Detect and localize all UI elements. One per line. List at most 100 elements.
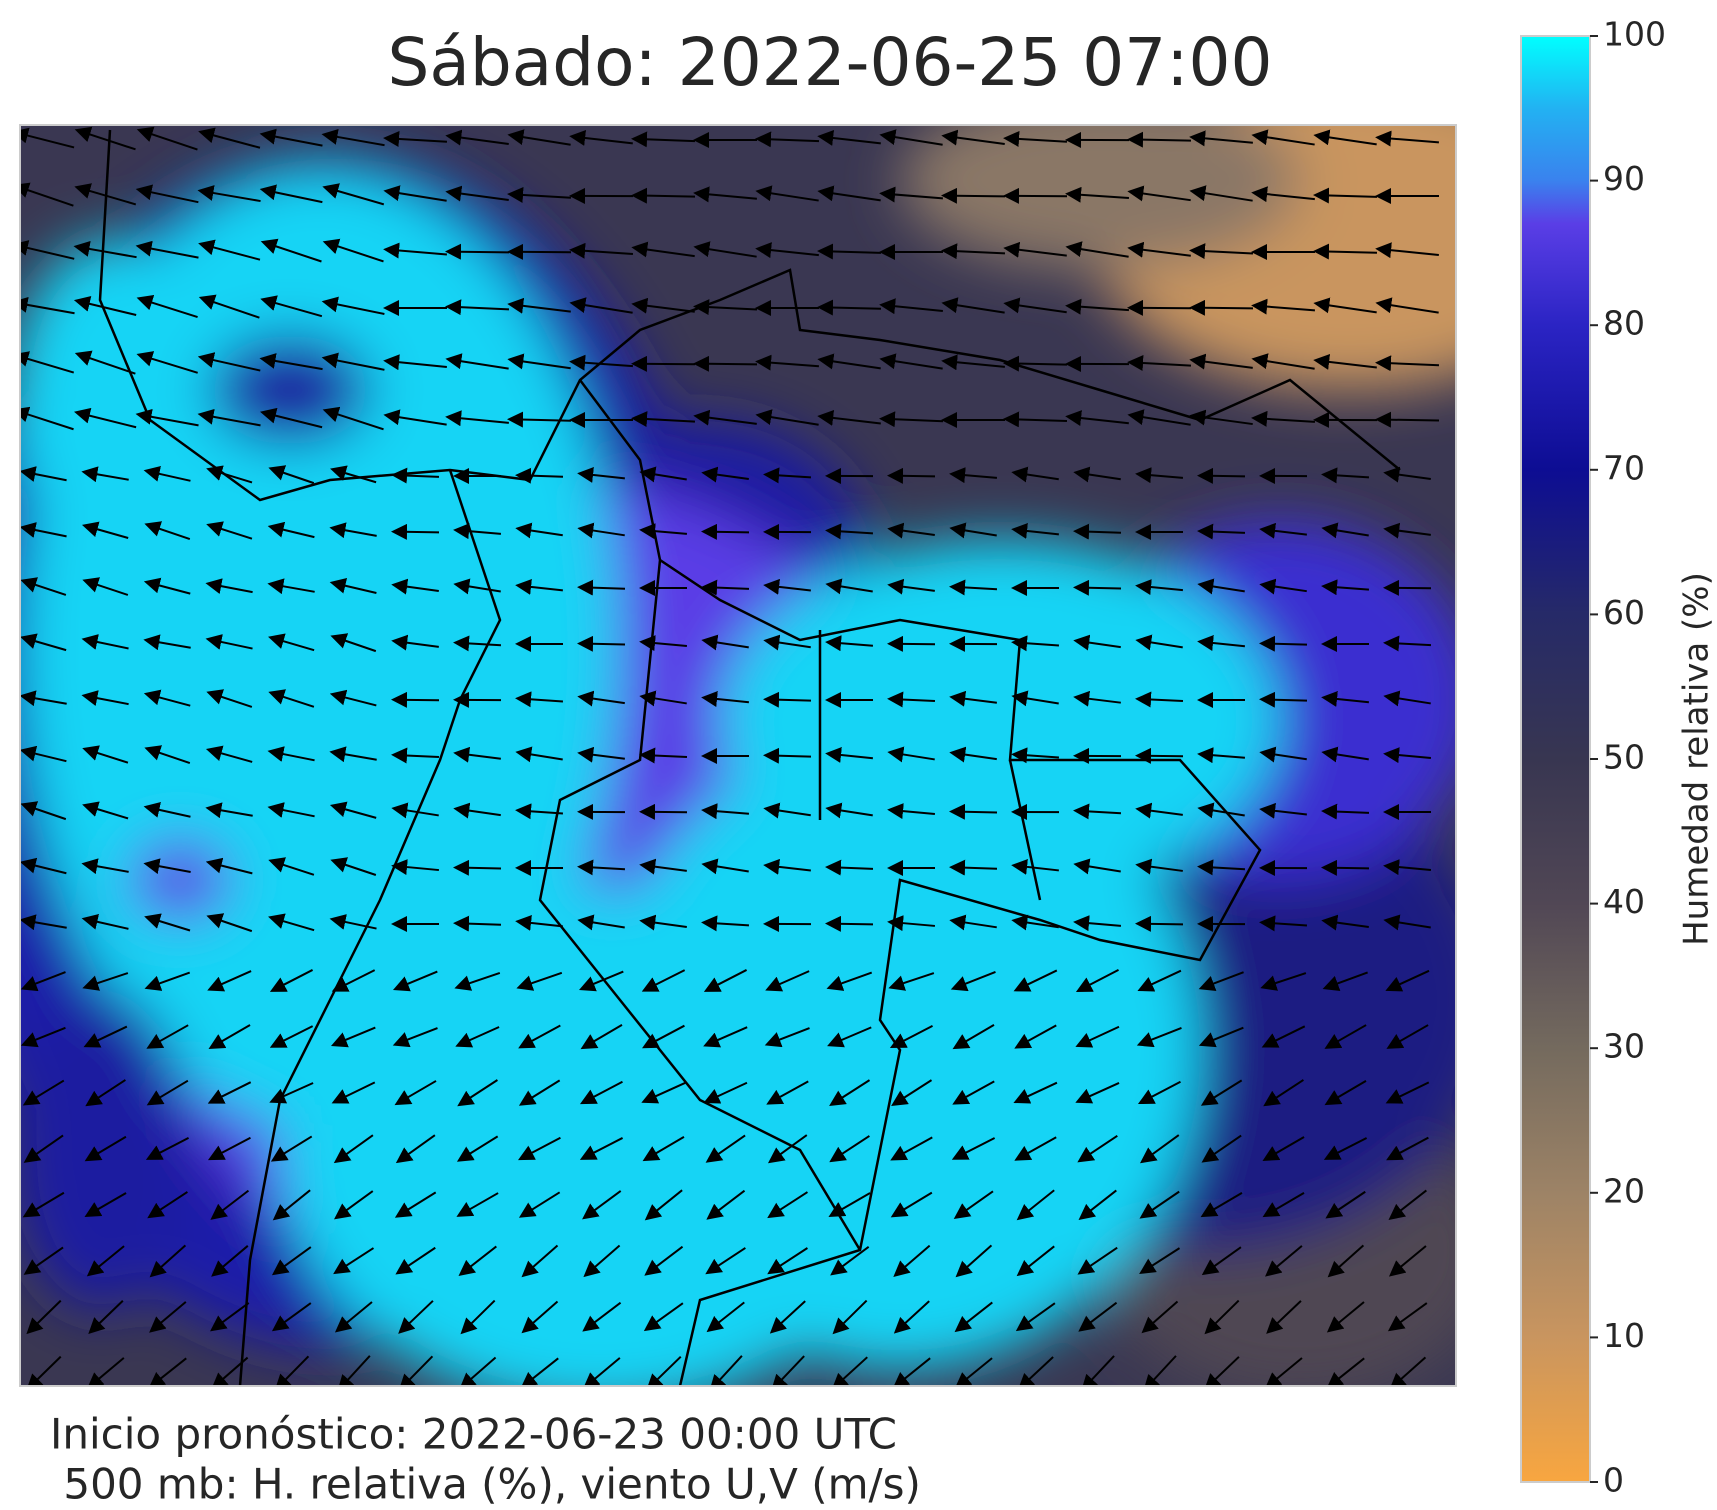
wind-vector [144,521,191,541]
wind-vector [459,1356,497,1386]
map [20,125,1456,1386]
wind-vector [1200,1191,1243,1218]
wind-vector [1204,1356,1240,1386]
wind-vector [144,913,191,932]
wind-vector [84,1192,127,1218]
wind-vector [764,1027,810,1048]
colorbar-tick-label: 60 [1603,593,1645,632]
wind-vector [1197,747,1246,764]
wind-vector [515,803,564,820]
wind-vector [1265,1245,1303,1277]
wind-vector [81,521,129,539]
wind-vector [631,297,695,314]
wind-vector [329,914,377,930]
wind-vector [330,633,377,653]
wind-vector [952,1080,995,1105]
wind-vector [703,1026,748,1048]
wind-vector [955,1244,993,1278]
wind-vector [825,578,873,595]
wind-vector [817,185,881,202]
wind-vector [143,858,191,875]
wind-vector [1135,691,1184,708]
wind-vector [267,746,315,762]
wind-vector [1389,1356,1427,1386]
wind-vector [1201,1134,1242,1163]
wind-vector [952,1024,995,1050]
wind-vector [1321,803,1370,820]
wind-vector [1013,969,1058,992]
wind-vector [322,183,385,206]
wind-vector [641,969,686,992]
wind-vector [639,747,688,764]
wind-vector [135,408,199,427]
wind-vector [1011,858,1059,875]
wind-vector [329,801,377,819]
wind-vector [755,354,819,371]
wind-vector [445,410,509,427]
wind-vector [20,857,67,875]
wind-vector [1139,1134,1180,1164]
wind-vector [206,913,253,933]
wind-vector [1262,1192,1305,1218]
wind-vector [577,579,626,596]
wind-vector [198,239,261,261]
wind-vector [817,243,882,260]
wind-vector [953,1190,994,1219]
wind-vector [1065,410,1129,426]
wind-vector [1073,858,1121,875]
wind-vector [1065,186,1129,203]
wind-vector [269,1082,314,1104]
wind-vector [879,298,943,315]
wind-vector [631,187,696,204]
wind-vector [274,1355,310,1386]
wind-vector [395,1246,436,1275]
wind-vector [20,1026,66,1048]
wind-vector [887,578,935,595]
wind-vector [703,1081,748,1104]
wind-vector [392,970,438,992]
wind-vector [518,1136,561,1161]
wind-vector [1003,355,1068,372]
wind-vector [88,1300,124,1335]
wind-vector [82,577,129,596]
colorbar-tick-label: 100 [1603,15,1666,54]
wind-vector [23,1246,64,1275]
colorbar-label: Humedad relativa (%) [1677,572,1717,946]
wind-vector [706,1189,746,1220]
wind-vector [1014,1136,1057,1161]
wind-vector [394,1080,437,1106]
wind-vector [521,1300,559,1334]
wind-vector [260,238,322,263]
colorbar-tick-label: 10 [1603,1316,1645,1355]
wind-vector [269,969,314,992]
wind-vector [391,859,439,876]
wind-vector [1251,410,1316,427]
wind-vector [1013,1081,1058,1104]
wind-vector [887,803,935,820]
wind-vector [1139,1247,1181,1275]
wind-vector [755,185,819,202]
wind-vector [205,634,253,650]
wind-vector [887,746,935,763]
wind-vector [1075,1082,1120,1104]
wind-vector [391,634,439,651]
wind-vector [1197,578,1245,595]
wind-vector [22,1191,65,1218]
wind-vector [950,971,996,992]
wind-vector [1201,1246,1242,1276]
wind-vector [205,578,253,594]
wind-vector [337,1355,371,1386]
wind-vector [569,297,633,314]
wind-vector [579,1080,623,1105]
wind-vector [642,1135,685,1162]
wind-vector [1251,353,1315,370]
wind-vector [1189,130,1253,147]
wind-vector [1127,409,1191,426]
wind-vector [1313,187,1378,204]
wind-vector [143,465,191,482]
humidity-field [20,125,1456,1386]
wind-vector [445,185,509,202]
wind-vector [1135,915,1184,932]
